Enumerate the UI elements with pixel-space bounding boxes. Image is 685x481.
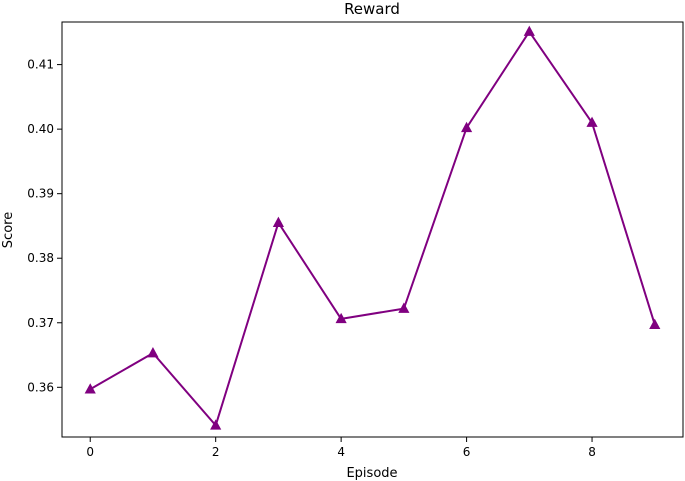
data-point-marker <box>147 347 159 358</box>
x-tick-label: 4 <box>337 445 345 459</box>
data-point-marker <box>272 216 284 227</box>
y-tick-label: 0.41 <box>27 58 54 72</box>
x-tick-label: 6 <box>463 445 471 459</box>
data-point-marker <box>398 302 410 313</box>
y-axis-label: Score <box>1 212 16 248</box>
y-tick-label: 0.40 <box>27 122 54 136</box>
y-tick-label: 0.37 <box>27 316 54 330</box>
y-axis-ticks: 0.36 0.37 0.38 0.39 0.40 0.41 <box>27 58 62 394</box>
data-point-marker <box>210 419 222 430</box>
series-line <box>89 30 656 427</box>
y-tick-label: 0.36 <box>27 380 54 394</box>
data-point-marker <box>649 318 661 329</box>
x-tick-label: 8 <box>588 445 596 459</box>
x-axis-label: Episode <box>346 466 397 481</box>
x-tick-label: 0 <box>86 445 94 459</box>
chart-title: Reward <box>344 0 400 18</box>
data-point-marker <box>461 121 473 133</box>
y-tick-label: 0.38 <box>27 251 54 265</box>
data-point-marker <box>586 116 598 127</box>
plot-area-frame <box>61 21 684 438</box>
data-point-marker <box>84 383 96 394</box>
x-tick-label: 2 <box>212 445 220 459</box>
data-point-marker <box>335 312 347 324</box>
x-axis-ticks: 0 2 4 6 8 <box>86 437 596 459</box>
series-markers <box>84 25 661 430</box>
y-tick-label: 0.39 <box>27 187 54 201</box>
data-point-marker <box>523 25 535 36</box>
